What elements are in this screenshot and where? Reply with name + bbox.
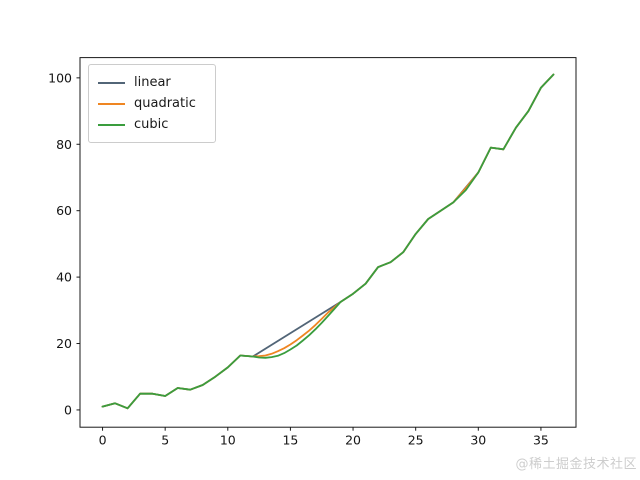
legend-item-quadratic: quadratic — [98, 93, 206, 114]
x-tick-label: 5 — [161, 433, 169, 448]
x-tick-label: 35 — [533, 433, 549, 448]
legend-label-linear: linear — [134, 75, 171, 90]
quadratic-line-swatch — [98, 102, 125, 105]
cubic-line-swatch — [98, 123, 125, 126]
x-tick-label: 30 — [470, 433, 486, 448]
legend-label-quadratic: quadratic — [134, 96, 196, 111]
y-tick-label: 0 — [64, 402, 72, 417]
x-tick-label: 20 — [345, 433, 361, 448]
legend-label-cubic: cubic — [134, 117, 169, 132]
axes-spines — [79, 57, 577, 428]
x-tick-label: 10 — [220, 433, 236, 448]
series-line-cubic — [101, 73, 555, 410]
y-tick-label: 20 — [56, 336, 72, 351]
y-tick-label: 80 — [56, 137, 72, 152]
legend-item-linear: linear — [98, 72, 206, 93]
watermark: @稀土掘金技术社区 — [515, 457, 637, 472]
x-tick-label: 0 — [99, 433, 107, 448]
y-tick-label: 100 — [48, 70, 72, 85]
linear-line-swatch — [98, 81, 125, 84]
legend: linear quadratic cubic — [88, 64, 216, 143]
y-tick-label: 60 — [56, 203, 72, 218]
x-tick-label: 15 — [282, 433, 298, 448]
y-tick-label: 40 — [56, 270, 72, 285]
x-tick-label: 25 — [408, 433, 424, 448]
legend-item-cubic: cubic — [98, 114, 206, 135]
